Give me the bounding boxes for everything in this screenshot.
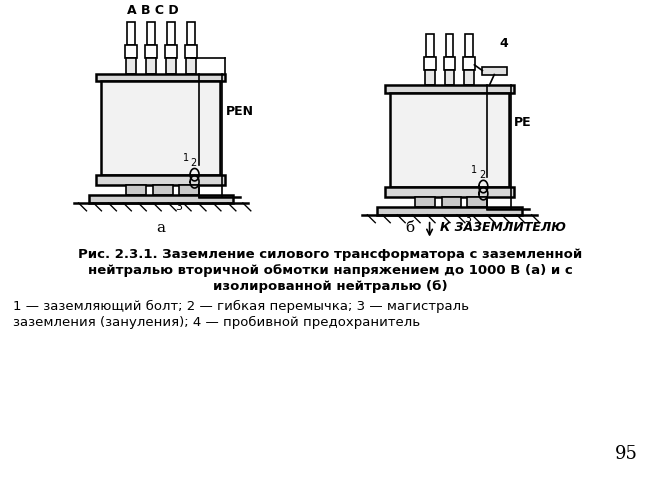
- Bar: [185, 45, 197, 58]
- Bar: [444, 57, 455, 70]
- Text: PE: PE: [514, 117, 532, 130]
- Bar: [424, 57, 436, 70]
- Bar: [463, 57, 475, 70]
- Bar: [442, 197, 461, 207]
- Text: 2: 2: [479, 170, 486, 180]
- Text: PEN: PEN: [226, 105, 253, 118]
- Bar: [385, 86, 514, 93]
- Bar: [152, 185, 173, 195]
- Bar: [166, 58, 176, 74]
- Bar: [446, 34, 453, 57]
- Bar: [445, 70, 455, 86]
- Text: 1: 1: [471, 165, 477, 175]
- Bar: [185, 58, 195, 74]
- Bar: [187, 22, 195, 45]
- Bar: [378, 207, 521, 215]
- Bar: [390, 93, 510, 187]
- Bar: [88, 195, 233, 203]
- Bar: [467, 197, 487, 207]
- Bar: [179, 185, 199, 195]
- Bar: [465, 70, 475, 86]
- Bar: [125, 45, 137, 58]
- Text: 4: 4: [499, 37, 508, 50]
- Bar: [146, 58, 156, 74]
- Text: 3: 3: [175, 202, 182, 212]
- Text: A B C D: A B C D: [127, 4, 178, 17]
- Bar: [96, 74, 226, 81]
- Text: 95: 95: [615, 445, 638, 463]
- Bar: [414, 197, 434, 207]
- Text: б: б: [405, 221, 414, 235]
- Bar: [482, 66, 508, 75]
- Text: 3: 3: [464, 214, 471, 224]
- Bar: [147, 22, 154, 45]
- Text: 1: 1: [183, 153, 189, 163]
- Text: 2: 2: [191, 158, 197, 168]
- Text: изолированной нейтралью (б): изолированной нейтралью (б): [213, 280, 447, 293]
- Text: 1 — заземляющий болт; 2 — гибкая перемычка; 3 — магистраль: 1 — заземляющий болт; 2 — гибкая перемыч…: [13, 300, 469, 313]
- Bar: [101, 81, 220, 175]
- Bar: [385, 187, 514, 197]
- Bar: [165, 45, 177, 58]
- Bar: [126, 185, 146, 195]
- Bar: [424, 70, 434, 86]
- Text: нейтралью вторичной обмотки напряжением до 1000 В (а) и с: нейтралью вторичной обмотки напряжением …: [88, 264, 572, 277]
- Bar: [465, 34, 473, 57]
- Text: Рис. 2.3.1. Заземление силового трансформатора с заземленной: Рис. 2.3.1. Заземление силового трансфор…: [78, 249, 582, 261]
- Text: а: а: [156, 221, 165, 235]
- Text: заземления (зануления); 4 — пробивной предохранитель: заземления (зануления); 4 — пробивной пр…: [13, 315, 420, 329]
- Bar: [145, 45, 156, 58]
- Text: К ЗАЗЕМЛИТЕЛЮ: К ЗАЗЕМЛИТЕЛЮ: [440, 221, 566, 234]
- Bar: [127, 22, 135, 45]
- Bar: [126, 58, 136, 74]
- Bar: [96, 175, 226, 185]
- Bar: [426, 34, 434, 57]
- Bar: [167, 22, 175, 45]
